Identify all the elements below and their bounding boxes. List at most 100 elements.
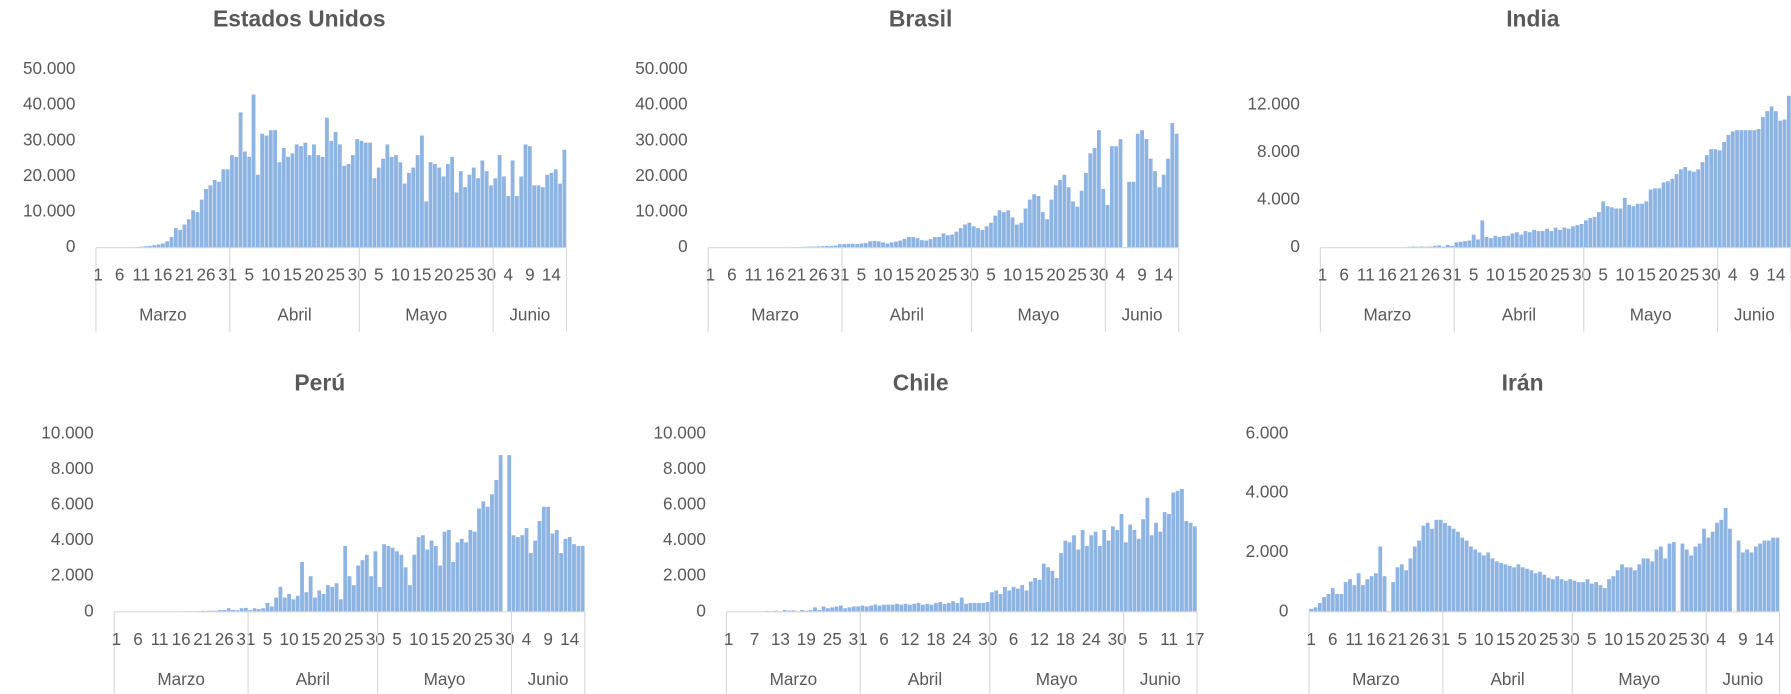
bar <box>313 597 317 612</box>
bar <box>1736 540 1741 612</box>
bar <box>1378 546 1383 612</box>
bar <box>533 540 538 612</box>
x-tick-label: 5 <box>1587 630 1597 649</box>
bar <box>494 480 499 612</box>
bar <box>945 235 950 248</box>
bar <box>463 187 467 248</box>
bar <box>520 535 525 612</box>
bar <box>1503 564 1508 612</box>
bar <box>484 171 489 248</box>
x-tick-label: 14 <box>542 266 562 285</box>
month-label: Junio <box>528 670 569 689</box>
bar <box>502 176 506 248</box>
bar <box>217 181 221 248</box>
bar <box>459 538 464 612</box>
x-tick-label: 30 <box>495 630 514 649</box>
x-tick-label: 11 <box>151 630 169 649</box>
bar <box>355 139 360 248</box>
bar <box>1136 538 1141 612</box>
x-tick-label: 25 <box>456 266 475 285</box>
bar <box>1658 546 1663 612</box>
bar <box>1339 594 1344 612</box>
bar <box>546 506 551 612</box>
bar <box>977 602 981 612</box>
bar <box>998 594 1003 612</box>
x-tick-label: 5 <box>1457 630 1467 649</box>
bar <box>1430 528 1434 612</box>
bar <box>523 144 528 248</box>
bar <box>234 156 239 248</box>
bar <box>1477 552 1482 612</box>
bar <box>450 156 455 248</box>
x-tick-label: 5 <box>986 266 996 285</box>
x-tick-label: 30 <box>366 630 385 649</box>
bar <box>510 160 515 248</box>
bar <box>872 240 877 248</box>
bar <box>989 222 993 248</box>
bar <box>859 243 864 248</box>
bar <box>920 604 925 612</box>
bar <box>1666 181 1670 248</box>
bar <box>1493 235 1498 248</box>
bar <box>1106 540 1111 612</box>
bar <box>1525 568 1529 612</box>
bar <box>860 605 865 612</box>
bar <box>425 549 430 612</box>
bar <box>864 606 869 612</box>
bar <box>1519 234 1524 248</box>
bar <box>1693 546 1698 612</box>
bar <box>1425 522 1430 612</box>
bar <box>1499 562 1504 612</box>
bar <box>1523 231 1528 248</box>
x-tick-label: 13 <box>771 630 790 649</box>
bar <box>1480 220 1485 248</box>
x-tick-label: 15 <box>895 266 914 285</box>
bar <box>985 602 990 612</box>
bar <box>445 164 450 248</box>
bar <box>268 130 273 248</box>
y-tick-label: 8.000 <box>663 459 706 478</box>
bar <box>256 609 261 612</box>
bar <box>1563 580 1568 612</box>
bar <box>1049 199 1054 248</box>
bar <box>1609 207 1614 248</box>
month-label: Abril <box>1490 670 1524 689</box>
x-tick-label: 20 <box>452 630 471 649</box>
bar <box>1624 567 1629 612</box>
month-label: Marzo <box>770 670 818 689</box>
bar <box>321 594 326 612</box>
bar <box>295 595 300 612</box>
x-tick-label: 20 <box>434 266 453 285</box>
y-tick-label: 50.000 <box>23 59 75 78</box>
bar <box>1419 246 1424 248</box>
bar <box>1709 149 1714 248</box>
bar <box>1614 208 1619 248</box>
bar <box>963 224 967 248</box>
bar <box>248 610 253 612</box>
bar <box>438 565 443 612</box>
bar <box>416 537 421 612</box>
bar <box>1584 220 1588 248</box>
month-label: Abril <box>890 306 924 325</box>
bar <box>195 212 200 248</box>
y-tick-label: 30.000 <box>635 130 687 149</box>
bar <box>317 590 322 612</box>
bar <box>1602 588 1607 612</box>
bar <box>1075 206 1080 248</box>
bar <box>277 162 282 248</box>
bar <box>1516 564 1521 612</box>
bar <box>1640 203 1644 248</box>
y-tick-label: 4.000 <box>51 530 94 549</box>
bar <box>1374 573 1378 612</box>
bar <box>1059 553 1063 612</box>
bar <box>1003 586 1007 612</box>
x-tick-label: 31 <box>1431 630 1450 649</box>
x-tick-label: 1 <box>112 630 122 649</box>
x-tick-label: 5 <box>1598 266 1608 285</box>
bar <box>265 602 270 612</box>
x-tick-label: 14 <box>560 630 580 649</box>
bar <box>527 146 532 248</box>
bar <box>286 156 290 248</box>
bar <box>278 586 283 612</box>
